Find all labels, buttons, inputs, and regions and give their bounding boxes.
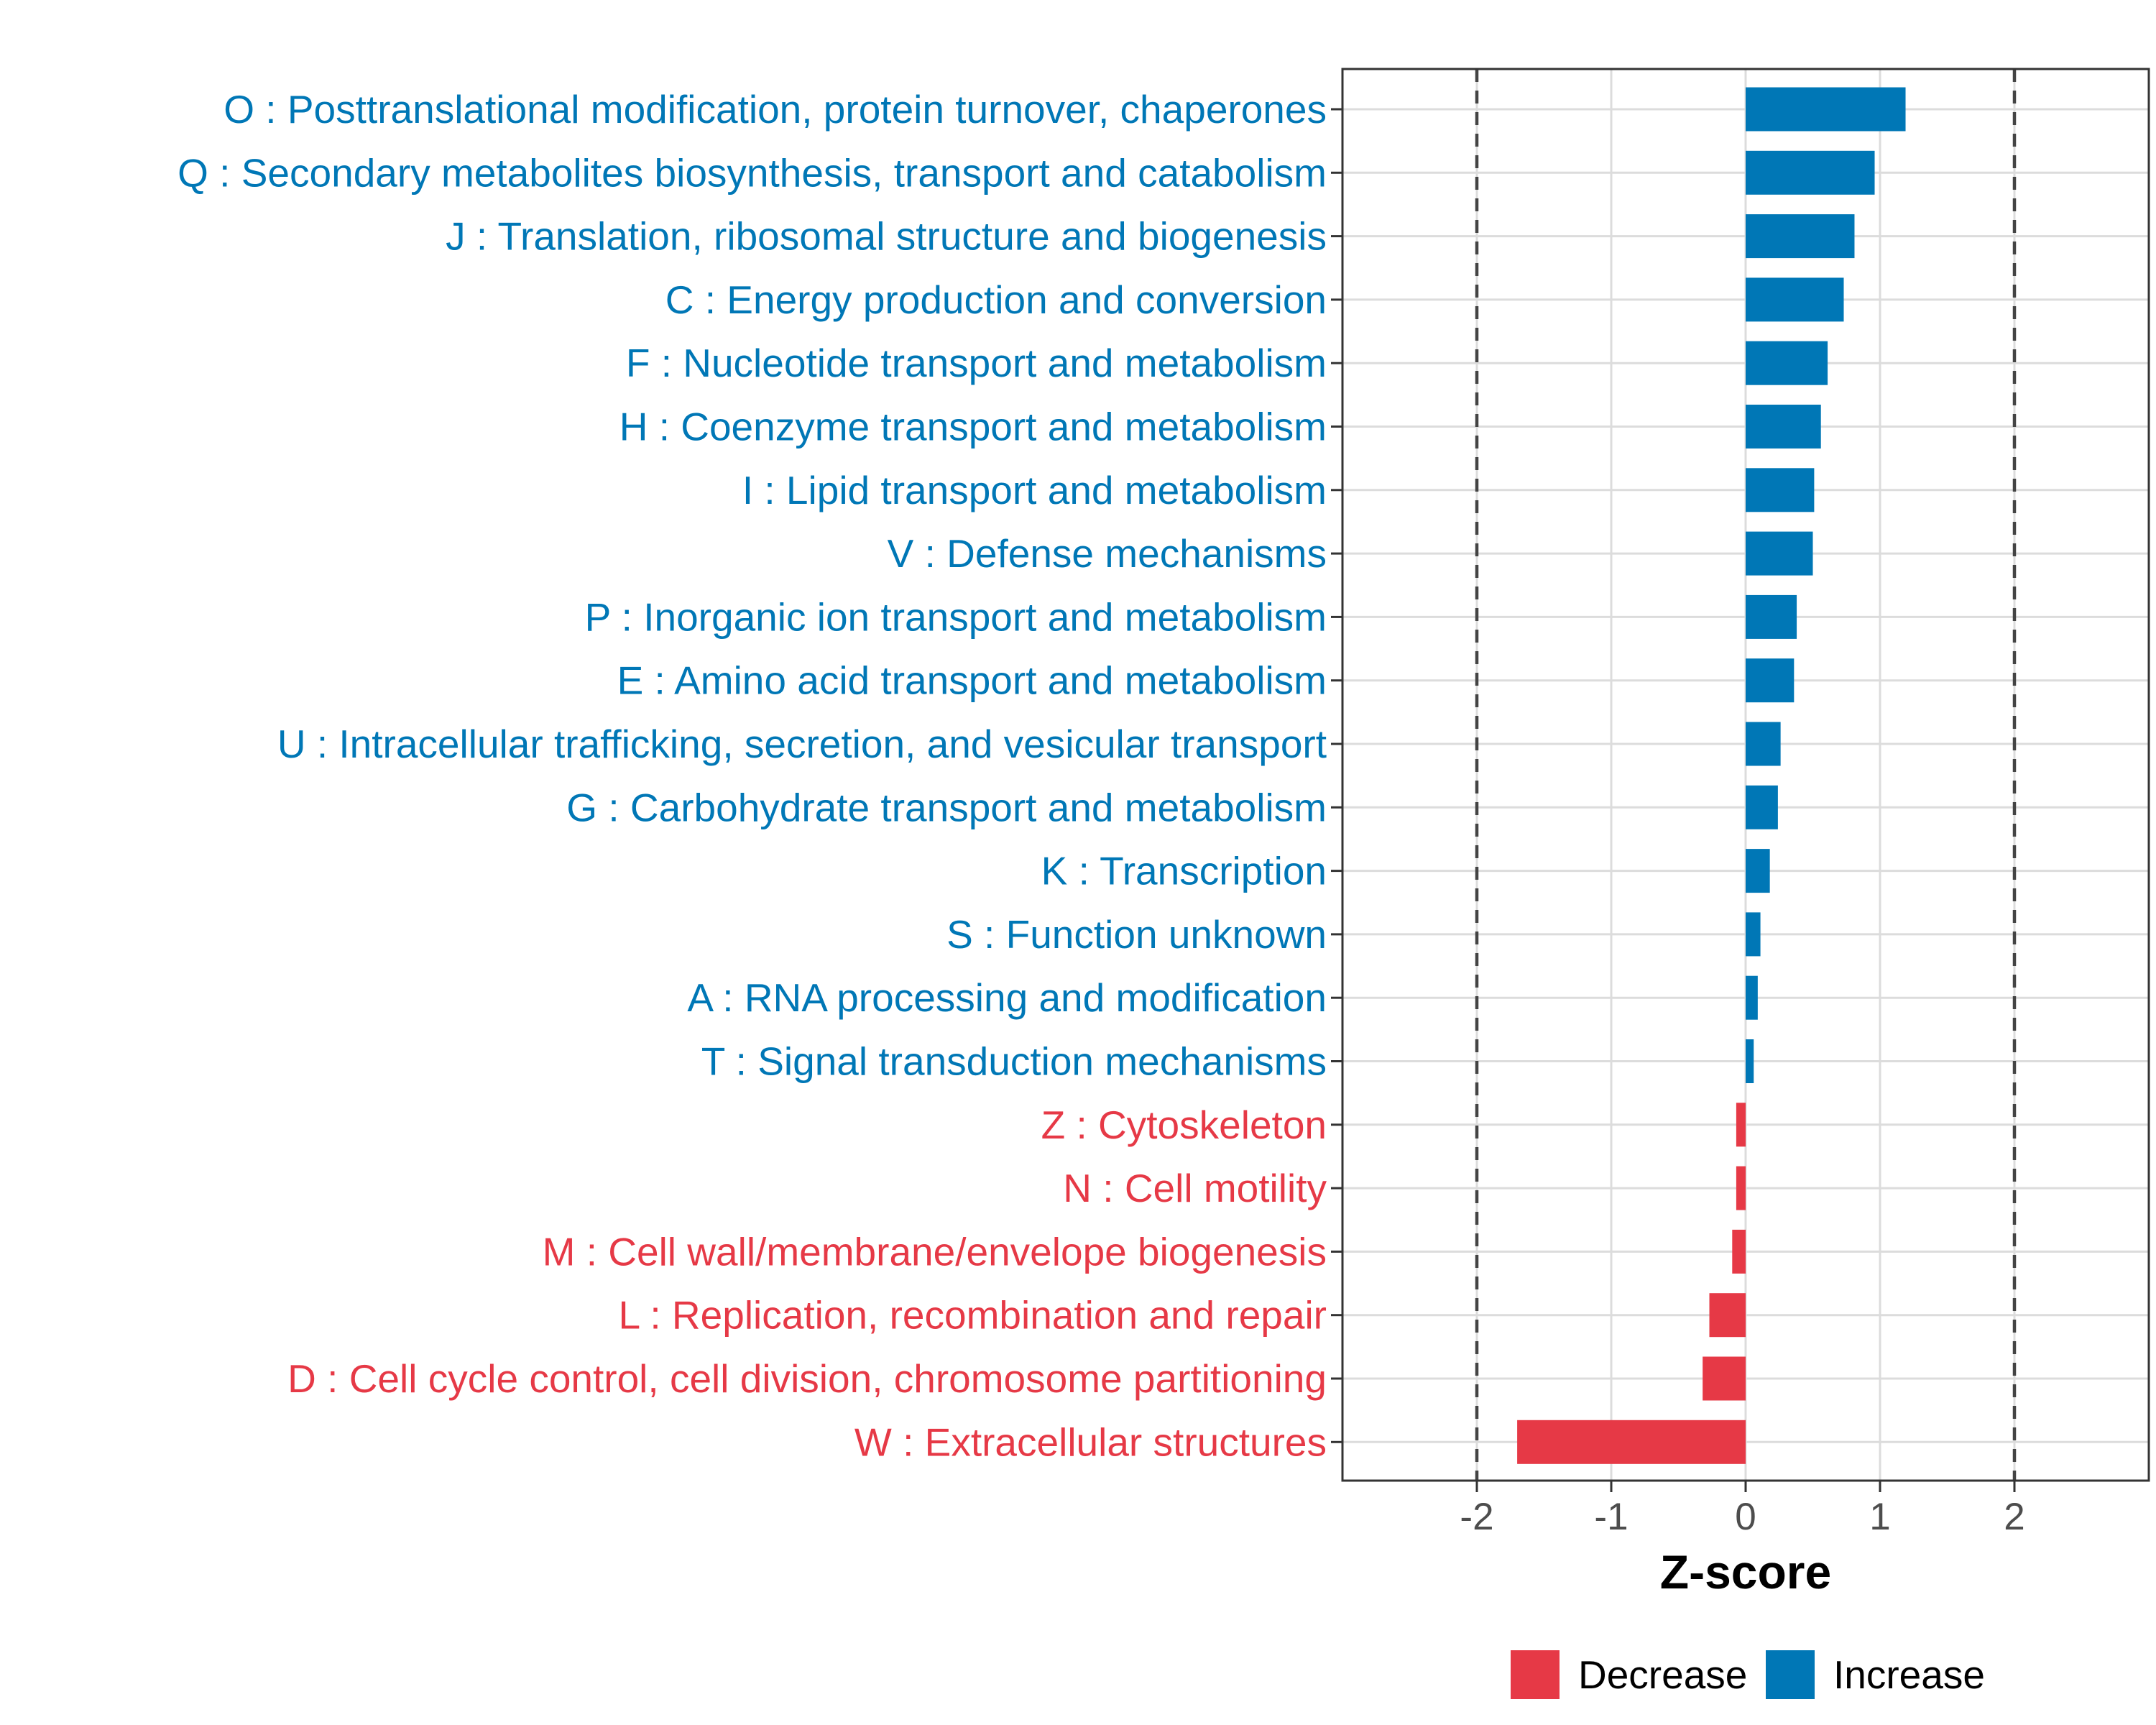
x-tick-label: 1	[1869, 1496, 1890, 1538]
x-axis-title: Z-score	[1660, 1545, 1831, 1598]
category-label: E : Amino acid transport and metabolism	[617, 658, 1327, 703]
bar[interactable]	[1746, 214, 1855, 259]
bar[interactable]	[1746, 341, 1828, 385]
category-label: F : Nucleotide transport and metabolism	[626, 341, 1327, 385]
category-label: S : Function unknown	[946, 912, 1327, 957]
bar[interactable]	[1746, 849, 1770, 893]
bar[interactable]	[1746, 468, 1815, 512]
category-label: P : Inorganic ion transport and metaboli…	[585, 594, 1327, 639]
category-label: J : Translation, ribosomal structure and…	[446, 214, 1327, 259]
bar[interactable]	[1709, 1293, 1746, 1338]
category-label: N : Cell motility	[1063, 1166, 1327, 1210]
category-label: T : Signal transduction mechanisms	[701, 1039, 1327, 1084]
bar[interactable]	[1746, 975, 1758, 1020]
bar[interactable]	[1746, 912, 1761, 957]
category-label: H : Coenzyme transport and metabolism	[619, 405, 1327, 449]
x-tick-label: -1	[1594, 1496, 1628, 1538]
legend-key[interactable]	[1766, 1650, 1815, 1699]
category-label: D : Cell cycle control, cell division, c…	[287, 1356, 1327, 1401]
x-tick-label: -2	[1460, 1496, 1493, 1538]
bar[interactable]	[1746, 150, 1875, 195]
bar[interactable]	[1746, 405, 1821, 448]
category-label: A : RNA processing and modification	[687, 975, 1327, 1020]
bar[interactable]	[1746, 277, 1844, 322]
bar[interactable]	[1736, 1166, 1746, 1210]
category-label: V : Defense mechanisms	[888, 531, 1327, 576]
bar[interactable]	[1746, 1039, 1754, 1083]
category-label: M : Cell wall/membrane/envelope biogenes…	[543, 1229, 1327, 1274]
category-label: I : Lipid transport and metabolism	[742, 468, 1327, 512]
category-label: U : Intracellular trafficking, secretion…	[277, 722, 1327, 766]
bar[interactable]	[1746, 658, 1795, 703]
bar[interactable]	[1746, 785, 1778, 829]
category-label: O : Posttranslational modification, prot…	[224, 87, 1327, 132]
x-tick-label: 0	[1735, 1496, 1756, 1538]
legend-key[interactable]	[1511, 1650, 1560, 1699]
category-label: Q : Secondary metabolites biosynthesis, …	[178, 150, 1327, 195]
bar[interactable]	[1746, 594, 1797, 639]
legend-label: Decrease	[1578, 1652, 1747, 1697]
bar[interactable]	[1703, 1356, 1746, 1401]
category-label: C : Energy production and conversion	[665, 277, 1327, 322]
x-tick-label: 2	[2004, 1496, 2024, 1538]
category-label: K : Transcription	[1041, 849, 1327, 893]
bar[interactable]	[1746, 722, 1781, 766]
category-label: G : Carbohydrate transport and metabolis…	[566, 785, 1327, 829]
bar[interactable]	[1732, 1229, 1746, 1274]
category-label: W : Extracellular structures	[854, 1420, 1327, 1464]
bar[interactable]	[1517, 1420, 1746, 1464]
category-label: Z : Cytoskeleton	[1041, 1103, 1327, 1147]
bar[interactable]	[1746, 87, 1906, 132]
category-label: L : Replication, recombination and repai…	[619, 1293, 1327, 1338]
legend-label: Increase	[1833, 1652, 1985, 1697]
bar[interactable]	[1746, 531, 1813, 576]
bar[interactable]	[1736, 1103, 1746, 1147]
